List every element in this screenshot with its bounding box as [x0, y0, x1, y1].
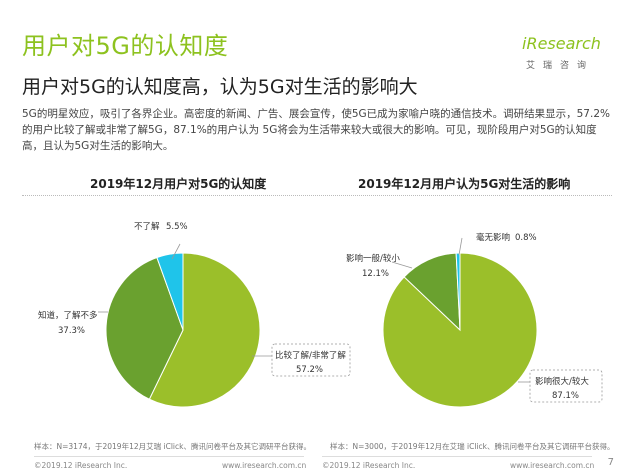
page-number: 7 [607, 457, 614, 468]
slice-value-know-well: 57.2% [296, 365, 323, 375]
copyright-left: ©2019.12 iResearch Inc. [34, 461, 128, 470]
slice-know-well [148, 252, 261, 408]
leader-line-no-impact [458, 237, 463, 256]
leader-line-not-know [171, 243, 181, 260]
chart-title-awareness: 2019年12月用户对5G的认知度 [90, 177, 267, 191]
divider [22, 195, 612, 196]
pie-chart-impact [382, 252, 538, 408]
logo-subtext: 艾瑞咨询 [526, 61, 595, 71]
slice-value-know-little: 37.3% [58, 326, 85, 336]
slice-value-not-know: 5.5% [166, 222, 188, 232]
slice-label-impact-small: 影响一般/较小 [346, 253, 400, 264]
slice-label-know-well: 比较了解/非常了解 [275, 350, 346, 361]
sample-note-right: 样本：N=3000，于2019年12月在艾瑞 iClick、腾讯问卷平台及其它调… [330, 442, 615, 451]
page-title: 用户对5G的认知度 [22, 32, 229, 60]
slice-label-no-impact: 毫无影响 [476, 232, 510, 243]
slice-value-impact-small: 12.1% [362, 269, 389, 279]
slice-impact-small [403, 252, 461, 332]
slice-not-know [156, 252, 184, 331]
slice-value-no-impact: 0.8% [515, 233, 537, 243]
slice-label-know-little: 知道，了解不多 [38, 310, 98, 321]
url-right: www.iresearch.com.cn [510, 461, 595, 470]
callout-box-impact-big [529, 369, 603, 403]
chart-title-impact: 2019年12月用户认为5G对生活的影响 [358, 177, 571, 191]
sample-note-left: 样本：N=3174，于2019年12月艾瑞 iClick、腾讯问卷平台及其它调研… [34, 442, 311, 451]
pie-chart-awareness [105, 252, 261, 408]
slice-value-impact-big: 87.1% [552, 391, 579, 401]
slice-know-little [105, 256, 184, 400]
logo-text: iResearch [522, 34, 601, 53]
iresearch-logo: iResearch 艾瑞咨询 [522, 34, 602, 74]
callout-box-know-well [271, 343, 351, 377]
slice-label-not-know: 不了解 [134, 221, 160, 232]
slice-label-impact-big: 影响很大/较大 [535, 376, 589, 387]
slice-no-impact [455, 252, 461, 331]
pie-callouts [98, 237, 603, 403]
pie-labels: 不了解 5.5% 知道，了解不多 37.3% 比较了解/非常了解 57.2% 毫… [38, 221, 589, 401]
page-subtitle: 用户对5G的认知度高，认为5G对生活的影响大 [22, 76, 418, 98]
copyright-right: ©2019.12 iResearch Inc. [322, 461, 416, 470]
url-left: www.iresearch.com.cn [222, 461, 307, 470]
footer-rule-left [34, 456, 304, 457]
pie-charts: 不了解 5.5% 知道，了解不多 37.3% 比较了解/非常了解 57.2% 毫… [38, 221, 603, 408]
summary-paragraph: 5G的明星效应，吸引了各界企业。高密度的新闻、广告、展会宣传，使5G已成为家喻户… [22, 108, 610, 152]
footer-rule-right [322, 456, 592, 457]
leader-line-impact-small [391, 261, 413, 269]
